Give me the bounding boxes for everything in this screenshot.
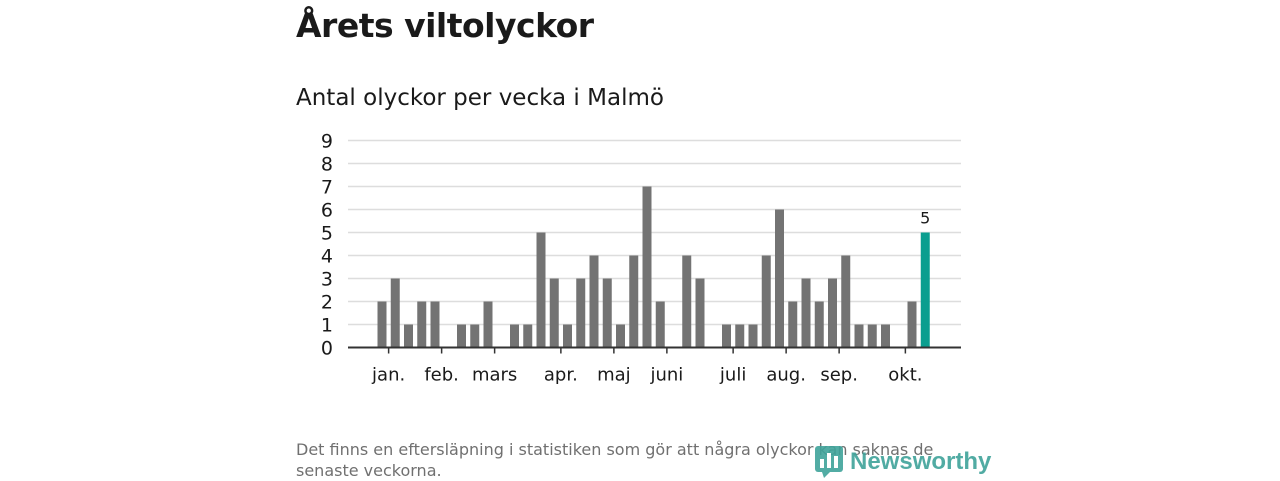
bar: [523, 324, 533, 348]
x-tick-label: aug.: [766, 365, 806, 386]
bar: [377, 301, 387, 348]
bar: [748, 324, 758, 348]
data-label: 5: [920, 209, 930, 228]
y-tick-label: 3: [321, 269, 333, 291]
x-tick-label: jan.: [371, 365, 405, 386]
bar: [881, 324, 890, 348]
bar: [430, 301, 440, 348]
bar: [907, 301, 917, 348]
bar: [788, 301, 798, 348]
x-tick-label: juli: [719, 365, 746, 386]
bar: [814, 301, 824, 348]
bar: [510, 324, 519, 348]
bar: [549, 278, 559, 348]
bar: [602, 278, 612, 348]
chart-title: Antal olyckor per vecka i Malmö: [296, 85, 664, 111]
bar: [616, 324, 625, 348]
bar: [563, 324, 572, 348]
page-title: Årets viltolyckor: [296, 6, 594, 45]
bar: [483, 301, 493, 348]
x-tick-label: okt.: [888, 365, 922, 386]
y-tick-label: 8: [321, 154, 333, 176]
x-tick-label: apr.: [544, 365, 578, 386]
bar: [404, 324, 413, 348]
bar: [801, 278, 811, 348]
bar: [735, 324, 745, 348]
bar: [457, 324, 466, 348]
bar: [390, 278, 400, 348]
bar: [536, 232, 546, 348]
bar: [775, 209, 784, 348]
y-tick-label: 2: [321, 292, 333, 314]
x-tick-label: maj: [597, 365, 631, 386]
y-tick-label: 4: [321, 246, 333, 268]
bar: [695, 278, 705, 348]
bar: [761, 255, 771, 348]
bar: [841, 255, 851, 348]
x-tick-label: mars: [472, 365, 517, 386]
bar: [854, 324, 864, 348]
highlight-bar: [920, 232, 930, 348]
bar: [589, 255, 599, 348]
bar: [417, 301, 427, 348]
y-tick-label: 5: [321, 223, 333, 245]
y-tick-label: 9: [321, 131, 333, 153]
bar: [576, 278, 586, 348]
bar: [722, 324, 731, 348]
newsworthy-logo: Newsworthy: [814, 444, 991, 480]
y-tick-label: 0: [321, 338, 333, 360]
x-tick-label: feb.: [424, 365, 459, 386]
y-tick-label: 6: [321, 200, 333, 222]
y-tick-label: 7: [321, 177, 333, 199]
bar: [655, 301, 665, 348]
bar: [470, 324, 480, 348]
y-tick-label: 1: [321, 315, 333, 337]
footnote: Det finns en eftersläpning i statistiken…: [296, 440, 934, 480]
newsworthy-logo-icon: [815, 446, 843, 478]
bar: [828, 278, 837, 348]
bar: [682, 255, 692, 348]
x-tick-label: sep.: [820, 365, 858, 386]
bar: [629, 255, 639, 348]
bar: [642, 186, 652, 348]
newsworthy-logo-text: Newsworthy: [850, 448, 992, 475]
bar: [867, 324, 877, 348]
x-tick-label: juni: [649, 365, 683, 386]
